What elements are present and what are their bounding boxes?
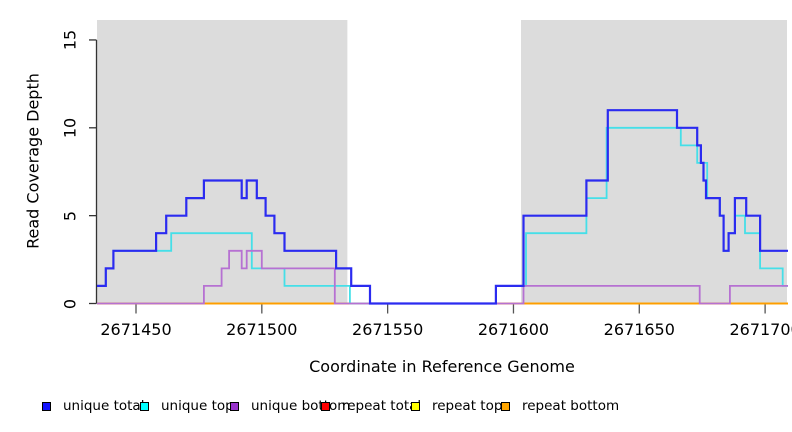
- y-tick-label-0: 0: [60, 298, 80, 309]
- legend-swatch-icon: [42, 401, 51, 411]
- y-tick-label-2: 10: [60, 117, 80, 138]
- y-tick-label-3: 15: [60, 29, 80, 51]
- legend-swatch-icon: [411, 401, 420, 411]
- legend-item-unique-top: unique top: [140, 398, 234, 414]
- legend-label: repeat total: [342, 398, 422, 414]
- legend-swatch-icon: [140, 401, 149, 411]
- legend-item-unique-total: unique total: [42, 398, 144, 414]
- x-axis-label: Coordinate in Reference Genome: [309, 357, 575, 376]
- legend-item-repeat-total: repeat total: [321, 398, 421, 414]
- legend-swatch-icon: [501, 401, 510, 411]
- x-tick-label-4: 2671650: [603, 320, 675, 339]
- series-unique-bottom: [97, 249, 788, 305]
- legend-label: unique top: [161, 398, 234, 414]
- legend-item-repeat-top: repeat top: [411, 398, 502, 414]
- x-tick-label-0: 2671450: [100, 320, 172, 339]
- y-tick-label-1: 5: [60, 210, 80, 221]
- x-tick-label-2: 2671550: [352, 320, 424, 339]
- legend-item-repeat-bottom: repeat bottom: [501, 398, 619, 414]
- y-axis-label: Read Coverage Depth: [23, 73, 43, 249]
- legend-label: unique total: [63, 398, 145, 414]
- shaded-region-1: [521, 20, 787, 304]
- legend: unique total unique top unique bottom repea…: [0, 398, 792, 416]
- legend-swatch-icon: [230, 401, 239, 411]
- legend-label: repeat bottom: [522, 398, 620, 414]
- series-unique-total: [97, 109, 788, 305]
- legend-label: repeat top: [432, 398, 503, 414]
- shaded-region-0: [97, 20, 348, 304]
- x-tick-label-3: 2671600: [477, 320, 550, 339]
- x-tick-label-1: 2671500: [226, 320, 298, 339]
- series-unique-top: [97, 126, 788, 305]
- legend-swatch-icon: [321, 401, 330, 411]
